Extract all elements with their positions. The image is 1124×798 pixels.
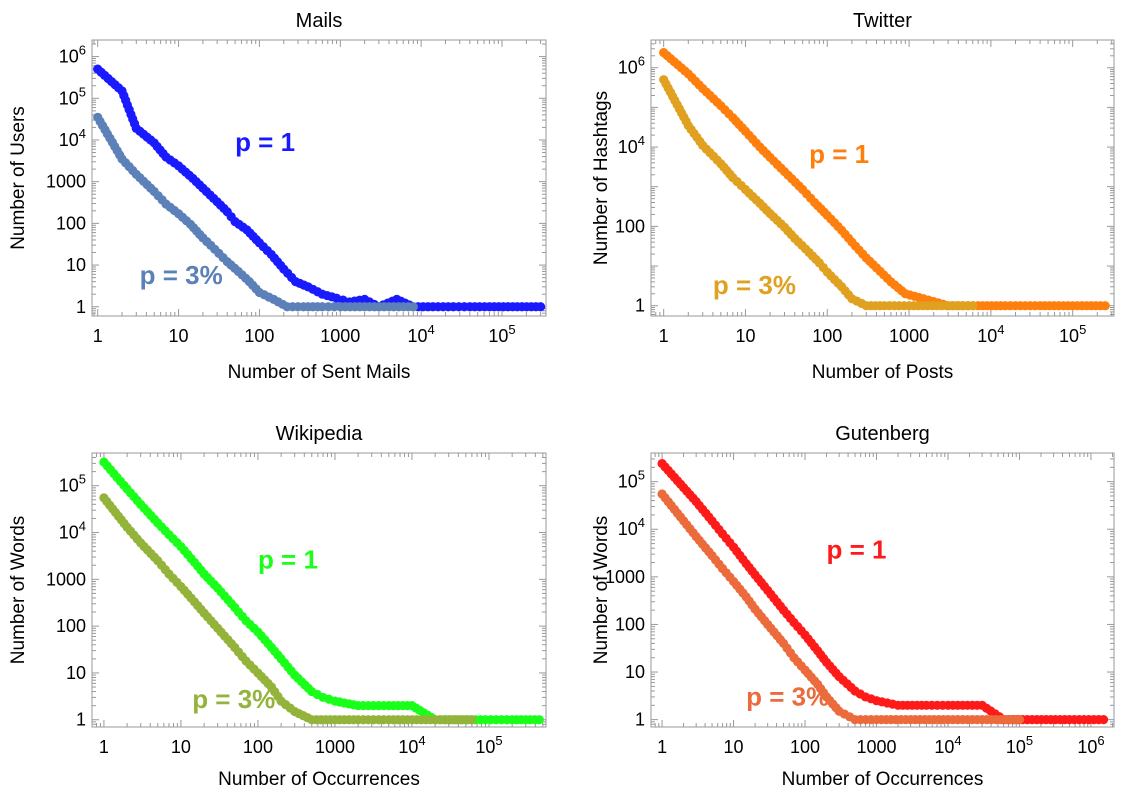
y-tick-label: 1000	[46, 569, 86, 589]
chart-panel-2: Twitter Number of Posts Number of Hashtags…	[591, 10, 1115, 383]
series-annotation: p = 1	[809, 139, 869, 169]
y-tick-label: 104	[618, 515, 645, 539]
plot-frame	[91, 452, 547, 728]
x-tick-label: 100	[243, 737, 273, 757]
y-tick-label: 100	[56, 213, 86, 233]
y-tick-label: 100	[615, 614, 645, 634]
x-tick-label: 105	[475, 733, 502, 757]
plot-frame	[650, 452, 1115, 728]
plot-frame	[650, 39, 1115, 317]
chart-title: Twitter	[853, 10, 912, 32]
y-tick-label: 10	[625, 662, 645, 682]
y-axis-label: Number of Hashtags	[591, 91, 612, 265]
x-tick-label: 1000	[320, 326, 360, 346]
x-tick-label: 105	[1006, 733, 1033, 757]
chart-panel-3: Wikipedia Number of Occurrences Number of …	[8, 423, 547, 790]
y-tick-label: 105	[59, 84, 86, 108]
y-tick-label: 106	[59, 43, 86, 67]
y-axis-label: Number of Users	[8, 106, 29, 250]
x-axis-label: Number of Occurrences	[782, 769, 984, 790]
y-tick-label: 100	[56, 616, 86, 636]
y-tick-label: 1	[635, 710, 645, 730]
y-tick-label: 1000	[46, 172, 86, 192]
data-point	[408, 302, 418, 312]
series-annotation: p = 3%	[192, 684, 275, 714]
y-axis-label: Number of Words	[591, 516, 612, 665]
y-tick-label: 10	[66, 663, 86, 683]
x-tick-label: 1	[93, 326, 103, 346]
chart-title: Wikipedia	[276, 423, 364, 445]
data-point	[1098, 715, 1109, 725]
chart-title: Mails	[296, 10, 343, 32]
x-axis-label: Number of Posts	[812, 362, 954, 383]
y-tick-label: 104	[59, 126, 86, 150]
series-p3pct	[99, 493, 477, 725]
x-tick-label: 104	[408, 322, 435, 346]
y-tick-label: 104	[59, 519, 86, 543]
series-annotation: p = 3%	[713, 270, 796, 300]
y-tick-label: 1	[635, 296, 645, 316]
y-tick-label: 1	[76, 710, 86, 730]
x-tick-label: 10	[724, 737, 744, 757]
y-tick-label: 104	[618, 133, 645, 157]
y-tick-label: 105	[618, 468, 645, 492]
series-p3pct	[659, 75, 978, 311]
series-p3pct	[93, 112, 418, 312]
x-tick-label: 1	[659, 326, 669, 346]
series-p1	[99, 457, 544, 725]
x-tick-label: 1	[99, 737, 109, 757]
x-tick-label: 1000	[889, 326, 929, 346]
x-tick-label: 10	[169, 326, 189, 346]
x-tick-label: 100	[790, 737, 820, 757]
series-annotation: p = 1	[827, 535, 887, 565]
x-tick-label: 104	[934, 733, 961, 757]
y-tick-label: 106	[618, 54, 645, 78]
y-tick-label: 1	[76, 297, 86, 317]
x-tick-label: 1	[657, 737, 667, 757]
series-annotation: p = 1	[235, 127, 295, 157]
x-tick-label: 105	[1059, 322, 1086, 346]
x-tick-label: 10	[171, 737, 191, 757]
x-axis-label: Number of Occurrences	[218, 769, 420, 790]
series-p1	[657, 458, 1109, 725]
data-point	[534, 715, 544, 725]
series-p1	[93, 64, 546, 312]
data-point	[1100, 301, 1110, 311]
chart-title: Gutenberg	[835, 423, 930, 445]
plot-frame	[91, 39, 547, 317]
x-tick-label: 1000	[856, 737, 896, 757]
x-tick-label: 104	[398, 733, 425, 757]
x-tick-label: 106	[1077, 733, 1104, 757]
y-axis-label: Number of Words	[8, 516, 29, 665]
x-tick-label: 10	[735, 326, 755, 346]
chart-panel-4: Gutenberg Number of Occurrences Number of …	[591, 423, 1115, 790]
chart-panel-1: Mails Number of Sent Mails Number of Users…	[8, 10, 547, 383]
data-point	[968, 301, 978, 311]
y-tick-label: 105	[59, 472, 86, 496]
series-annotation: p = 3%	[140, 260, 223, 290]
data-point	[467, 715, 477, 725]
x-tick-label: 100	[244, 326, 274, 346]
x-tick-label: 1000	[315, 737, 355, 757]
series-p3pct	[657, 489, 1025, 725]
x-tick-label: 104	[977, 322, 1004, 346]
x-tick-label: 100	[812, 326, 842, 346]
x-tick-label: 105	[488, 322, 515, 346]
data-point	[1014, 715, 1025, 725]
data-point	[535, 302, 546, 312]
y-tick-label: 1000	[605, 567, 645, 587]
y-tick-label: 100	[615, 216, 645, 236]
y-tick-label: 10	[66, 255, 86, 275]
series-annotation: p = 3%	[746, 681, 829, 711]
series-annotation: p = 1	[258, 545, 318, 575]
x-axis-label: Number of Sent Mails	[228, 362, 411, 383]
